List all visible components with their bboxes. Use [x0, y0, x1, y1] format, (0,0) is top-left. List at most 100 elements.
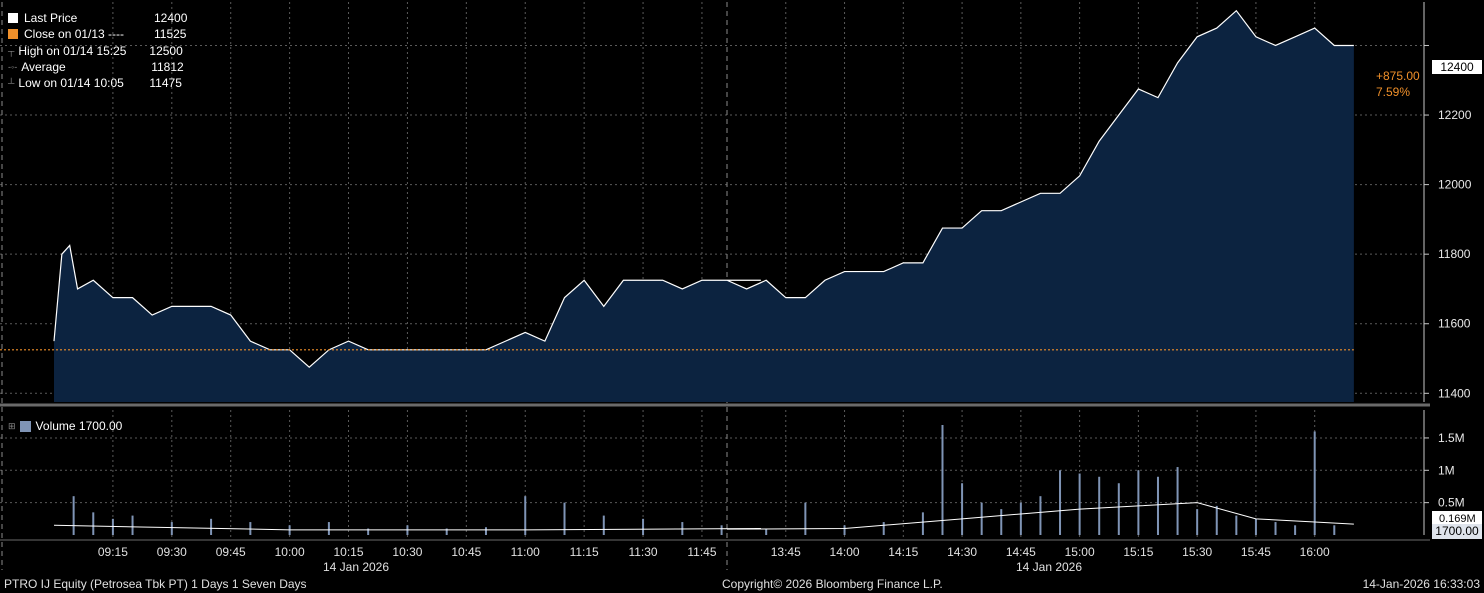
volume-bar-44: [1333, 525, 1336, 535]
volume-bar-21: [843, 525, 846, 535]
volume-bar-16: [642, 518, 645, 535]
volume-legend-value: 1700.00: [78, 419, 123, 433]
volume-bar-40: [1254, 518, 1257, 535]
volume-bar-24: [941, 425, 944, 535]
volume-bar-33: [1117, 483, 1120, 535]
x-tick-label-15: 14:45: [1006, 545, 1036, 559]
volume-bar-25: [961, 483, 964, 535]
volume-bar-35: [1156, 476, 1159, 535]
price-tick-label-2: 11800: [1438, 247, 1471, 261]
price-tick-label-0: 11400: [1438, 386, 1471, 400]
price-line: [53, 9, 1354, 369]
price-tick-label-1: 11600: [1438, 317, 1471, 331]
volume-legend-label: Volume: [35, 419, 76, 433]
volume-bar-0: [72, 496, 75, 535]
volume-bar-14: [563, 502, 566, 535]
volume-bar-15: [602, 515, 605, 535]
volume-bar-36: [1176, 467, 1179, 535]
x-tick-label-9: 11:30: [628, 545, 657, 559]
last-price-tag: 12400: [1432, 60, 1482, 74]
legend-row-low[interactable]: ┴ Low on 01/14 10:05 11475: [8, 75, 187, 91]
volume-bar-1: [92, 512, 95, 535]
volume-bar-32: [1098, 476, 1101, 535]
volume-bar-23: [921, 512, 924, 535]
x-tick-label-17: 15:15: [1123, 545, 1153, 559]
x-tick-label-5: 10:30: [392, 545, 422, 559]
volume-bar-37: [1196, 509, 1199, 535]
volume-tick-label-2: 1.5M: [1438, 431, 1465, 445]
legend-row-average[interactable]: -◦- Average 11812: [8, 59, 187, 75]
expand-icon[interactable]: ⊞: [8, 420, 16, 431]
volume-bar-31: [1078, 473, 1081, 535]
x-tick-label-3: 10:00: [275, 545, 305, 559]
x-tick-label-14: 14:30: [947, 545, 977, 559]
volume-bar-39: [1235, 515, 1238, 535]
x-tick-label-13: 14:15: [888, 545, 918, 559]
x-tick-label-18: 15:30: [1182, 545, 1212, 559]
volume-bar-11: [445, 528, 448, 535]
volume-bar-26: [980, 502, 983, 535]
price-legend: Last Price 12400 Close on 01/13 ---- 115…: [8, 10, 187, 91]
legend-swatch-close: [8, 29, 18, 40]
volume-legend[interactable]: ⊞ Volume 1700.00: [8, 419, 122, 433]
volume-average-tag-box: [1432, 511, 1482, 524]
legend-row-last-price[interactable]: Last Price 12400: [8, 10, 187, 26]
volume-bar-9: [367, 528, 370, 535]
legend-row-close[interactable]: Close on 01/13 ---- 11525: [8, 26, 187, 42]
legend-value-low: 11475: [149, 76, 182, 91]
legend-swatch-last-price: [8, 13, 18, 24]
legend-value-average: 11812: [151, 59, 184, 74]
volume-tag: 1700.00: [1432, 524, 1482, 539]
average-marker-icon: -◦-: [8, 61, 18, 72]
price-change-abs: +875.00: [1376, 69, 1420, 83]
volume-bar-28: [1019, 502, 1022, 535]
volume-bar-12: [484, 527, 487, 535]
legend-swatch-volume: [19, 420, 31, 432]
volume-bar-30: [1059, 470, 1062, 535]
x-tick-label-0: 09:15: [98, 545, 128, 559]
volume-average-line: [53, 502, 1354, 531]
volume-bar-8: [327, 522, 330, 535]
x-tick-label-4: 10:15: [334, 545, 364, 559]
legend-label-close: Close on 01/13 ----: [24, 27, 125, 42]
x-tick-label-20: 16:00: [1300, 545, 1330, 559]
legend-label-high: High on 01/14 15:25: [18, 43, 127, 58]
volume-bar-41: [1274, 522, 1277, 535]
volume-tick-label-1: 1M: [1438, 463, 1455, 477]
volume-bar-19: [765, 528, 768, 535]
volume-bar-20: [804, 502, 807, 535]
footer-security: PTRO IJ Equity (Petrosea Tbk PT) 1 Days …: [4, 577, 307, 591]
legend-value-high: 12500: [149, 43, 183, 58]
legend-value-close: 11525: [154, 27, 187, 42]
price-area: [54, 10, 1354, 403]
volume-bar-27: [1000, 509, 1003, 535]
volume-bar-43: [1313, 431, 1316, 535]
x-tick-label-10: 11:45: [687, 545, 716, 559]
volume-average-tag: 0.169M: [1439, 513, 1476, 525]
footer-copyright: Copyright© 2026 Bloomberg Finance L.P.: [722, 577, 943, 591]
volume-bar-13: [524, 496, 527, 535]
x-tick-label-2: 09:45: [216, 545, 246, 559]
volume-tick-label-0: 0.5M: [1438, 496, 1465, 510]
high-marker-icon: ┬: [8, 45, 15, 56]
low-marker-icon: ┴: [8, 78, 15, 89]
price-change-label: +875.00 7.59%: [1376, 68, 1420, 100]
legend-row-high[interactable]: ┬ High on 01/14 15:25 12500: [8, 43, 187, 59]
date-label-0: 14 Jan 2026: [323, 560, 389, 574]
x-tick-label-7: 11:00: [511, 545, 540, 559]
volume-bar-5: [210, 518, 213, 535]
footer-timestamp: 14-Jan-2026 16:33:03: [1362, 577, 1480, 591]
volume-bar-4: [170, 522, 173, 535]
volume-bar-38: [1215, 505, 1218, 535]
x-tick-label-19: 15:45: [1241, 545, 1271, 559]
price-tick-label-4: 12200: [1438, 108, 1472, 122]
volume-bar-18: [720, 525, 723, 535]
legend-value-last-price: 12400: [154, 11, 188, 25]
volume-bar-29: [1039, 496, 1042, 535]
price-tick-label-3: 12000: [1438, 178, 1472, 192]
x-tick-label-8: 11:15: [570, 545, 599, 559]
volume-bar-6: [249, 522, 252, 535]
x-tick-label-12: 14:00: [830, 545, 860, 559]
legend-label-average: Average: [21, 59, 66, 74]
volume-bar-42: [1294, 525, 1297, 535]
